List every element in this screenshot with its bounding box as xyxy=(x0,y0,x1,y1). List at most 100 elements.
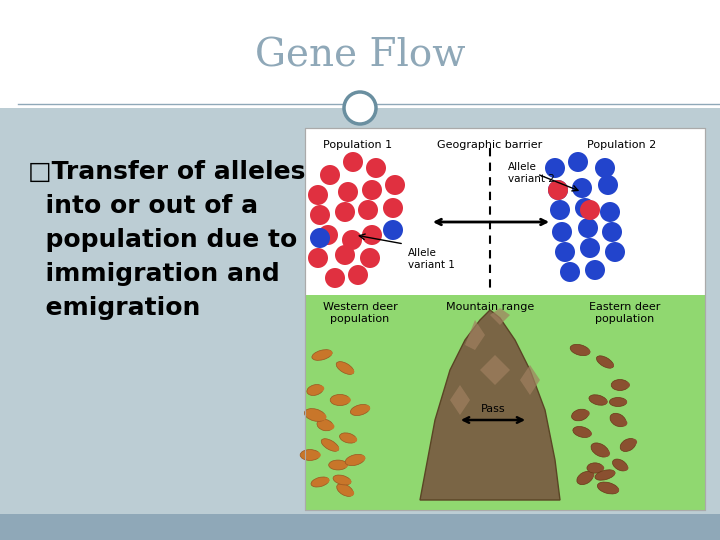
Circle shape xyxy=(548,180,568,200)
Ellipse shape xyxy=(348,369,354,374)
Circle shape xyxy=(385,175,405,195)
Ellipse shape xyxy=(351,437,357,442)
Text: Eastern deer
population: Eastern deer population xyxy=(589,302,661,325)
Ellipse shape xyxy=(336,362,354,374)
Ellipse shape xyxy=(317,419,333,431)
Circle shape xyxy=(335,245,355,265)
Circle shape xyxy=(555,242,575,262)
Circle shape xyxy=(598,175,618,195)
Circle shape xyxy=(335,202,355,222)
Circle shape xyxy=(383,198,403,218)
Ellipse shape xyxy=(597,465,604,471)
Polygon shape xyxy=(480,355,510,385)
FancyBboxPatch shape xyxy=(0,0,720,108)
Ellipse shape xyxy=(333,446,339,451)
Text: Population 1: Population 1 xyxy=(323,140,392,150)
Ellipse shape xyxy=(333,475,351,485)
Ellipse shape xyxy=(613,459,627,471)
Ellipse shape xyxy=(608,470,615,476)
Ellipse shape xyxy=(340,433,356,443)
Circle shape xyxy=(366,158,386,178)
Circle shape xyxy=(310,205,330,225)
Ellipse shape xyxy=(321,438,339,451)
Ellipse shape xyxy=(311,477,329,487)
Ellipse shape xyxy=(621,399,627,404)
Circle shape xyxy=(548,180,568,200)
Ellipse shape xyxy=(610,413,626,427)
Ellipse shape xyxy=(358,455,366,461)
Text: Geographic barrier: Geographic barrier xyxy=(437,140,543,150)
Polygon shape xyxy=(520,365,540,395)
Circle shape xyxy=(342,230,362,250)
Text: Pass: Pass xyxy=(481,404,505,414)
Ellipse shape xyxy=(611,487,619,493)
Ellipse shape xyxy=(586,471,595,478)
FancyBboxPatch shape xyxy=(0,514,720,540)
Ellipse shape xyxy=(602,450,610,457)
Circle shape xyxy=(310,228,330,248)
Ellipse shape xyxy=(601,399,608,404)
Circle shape xyxy=(595,158,615,178)
Circle shape xyxy=(348,265,368,285)
Circle shape xyxy=(585,260,605,280)
Ellipse shape xyxy=(589,395,607,405)
Circle shape xyxy=(600,202,620,222)
Ellipse shape xyxy=(300,450,320,461)
Circle shape xyxy=(308,185,328,205)
Circle shape xyxy=(560,262,580,282)
Ellipse shape xyxy=(347,490,354,496)
Text: Mountain range: Mountain range xyxy=(446,302,534,312)
Polygon shape xyxy=(465,320,485,350)
Ellipse shape xyxy=(596,356,613,368)
Ellipse shape xyxy=(323,477,330,483)
Ellipse shape xyxy=(587,463,603,473)
Ellipse shape xyxy=(345,454,365,465)
Ellipse shape xyxy=(585,430,592,437)
Polygon shape xyxy=(420,310,560,500)
Circle shape xyxy=(362,225,382,245)
Text: Allele
variant 2: Allele variant 2 xyxy=(508,162,555,184)
Circle shape xyxy=(572,178,592,198)
Polygon shape xyxy=(450,385,470,415)
Ellipse shape xyxy=(570,345,590,356)
Ellipse shape xyxy=(363,405,370,411)
Ellipse shape xyxy=(621,465,629,471)
Circle shape xyxy=(308,248,328,268)
Ellipse shape xyxy=(329,460,347,470)
FancyBboxPatch shape xyxy=(305,128,705,510)
Ellipse shape xyxy=(591,443,609,457)
Circle shape xyxy=(578,218,598,238)
Ellipse shape xyxy=(573,427,591,437)
Text: population due to: population due to xyxy=(28,228,297,252)
Ellipse shape xyxy=(629,438,637,445)
Text: Western deer
population: Western deer population xyxy=(323,302,397,325)
Ellipse shape xyxy=(595,470,615,480)
Text: Allele
variant 1: Allele variant 1 xyxy=(408,248,455,269)
Circle shape xyxy=(575,198,595,218)
Circle shape xyxy=(343,152,363,172)
Ellipse shape xyxy=(312,350,332,360)
Ellipse shape xyxy=(345,479,351,484)
Circle shape xyxy=(318,225,338,245)
Ellipse shape xyxy=(620,438,636,451)
Text: Population 2: Population 2 xyxy=(588,140,657,150)
Circle shape xyxy=(545,158,565,178)
Text: into or out of a: into or out of a xyxy=(28,194,258,218)
Polygon shape xyxy=(490,308,510,325)
Ellipse shape xyxy=(325,350,333,356)
FancyBboxPatch shape xyxy=(0,108,720,540)
Ellipse shape xyxy=(313,452,320,458)
Ellipse shape xyxy=(337,484,354,496)
Ellipse shape xyxy=(330,394,350,406)
Ellipse shape xyxy=(307,384,323,395)
Circle shape xyxy=(362,180,382,200)
Ellipse shape xyxy=(351,404,369,415)
Ellipse shape xyxy=(609,397,626,407)
Ellipse shape xyxy=(318,414,326,421)
Text: □Transfer of alleles: □Transfer of alleles xyxy=(28,160,305,184)
Ellipse shape xyxy=(343,397,351,403)
Circle shape xyxy=(580,200,600,220)
Circle shape xyxy=(602,222,622,242)
Ellipse shape xyxy=(583,349,590,355)
Circle shape xyxy=(580,238,600,258)
